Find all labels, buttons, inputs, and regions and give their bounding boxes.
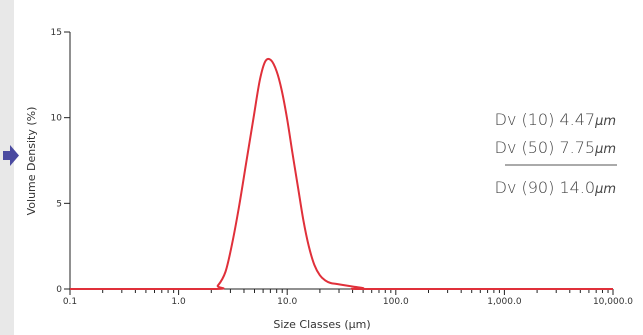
x-axis-title: Size Classes (µm) — [273, 318, 370, 331]
y-tick-label: 10 — [51, 114, 63, 124]
volume-density-series — [70, 57, 613, 291]
arrow-head — [10, 145, 19, 166]
x-tick-label: 1.0 — [171, 297, 186, 307]
dv-statistics: Dv (10) 4.47µm Dv (50) 7.75µm Dv (90) 14… — [495, 110, 617, 197]
x-axis-ticks: 0.1 1.0 10.0 100.0 1,000.0 10,000.0 — [63, 289, 633, 307]
arrow-shaft — [3, 151, 10, 160]
dv10-annotation: Dv (10) 4.47µm — [495, 110, 616, 129]
arrow-right-icon[interactable] — [3, 145, 19, 166]
chart-panel — [14, 0, 643, 335]
x-tick-label: 1,000.0 — [487, 297, 522, 307]
dv90-annotation: Dv (90) 14.0µm — [495, 178, 616, 197]
x-tick-label: 0.1 — [63, 297, 77, 307]
y-tick-label: 15 — [51, 28, 62, 38]
y-axis-ticks: 0 5 10 15 — [51, 28, 70, 295]
dv50-annotation: Dv (50) 7.75µm — [495, 138, 616, 157]
y-tick-label: 0 — [56, 285, 62, 295]
x-tick-label: 10,000.0 — [593, 297, 633, 307]
x-tick-label: 100.0 — [383, 297, 409, 307]
x-tick-label: 10.0 — [277, 297, 297, 307]
y-axis-title: Volume Density (%) — [25, 107, 38, 216]
y-tick-label: 5 — [56, 199, 62, 209]
